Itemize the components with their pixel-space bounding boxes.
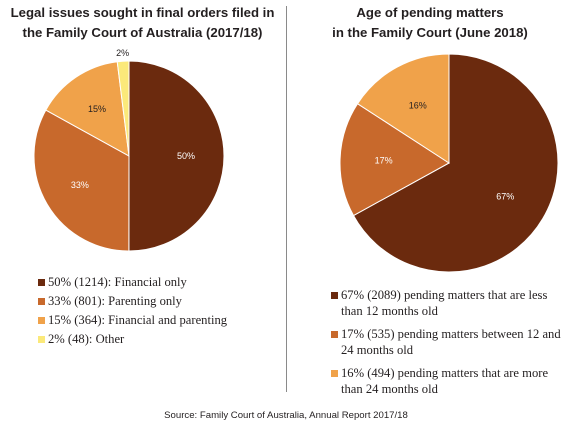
legend-item: 50% (1214): Financial only: [38, 274, 227, 293]
chart-panel-pending-matters: Age of pending matters in the Family Cou…: [288, 0, 572, 400]
legend-swatch: [331, 331, 338, 338]
pie-slice-label: 50%: [177, 151, 195, 161]
legend-item: 2% (48): Other: [38, 331, 227, 350]
legend-label: 67% (2089) pending matters that are less…: [341, 288, 548, 318]
pie-slice-1: [352, 53, 559, 273]
legend-swatch: [331, 370, 338, 377]
chart-title-line: the Family Court of Australia (2017/18): [22, 25, 263, 40]
legend-swatch: [38, 298, 45, 305]
legend-item: 15% (364): Financial and parenting: [38, 312, 227, 331]
pie-slice-1: [128, 60, 225, 252]
legend-item: 16% (494) pending matters that are more …: [331, 365, 566, 397]
pie-slice-label: 2%: [116, 48, 129, 58]
legend-swatch: [38, 279, 45, 286]
chart-legend: 50% (1214): Financial only 33% (801): Pa…: [38, 274, 227, 350]
pie-slice-2: [339, 103, 450, 217]
legend-swatch: [331, 292, 338, 299]
legend-label: 33% (801): Parenting only: [48, 294, 182, 308]
pie-chart-pending-matters: 67% 17% 16%: [339, 53, 559, 273]
chart-title: Legal issues sought in final orders file…: [0, 3, 285, 43]
legend-item: 17% (535) pending matters between 12 and…: [331, 326, 566, 358]
pie-slice-4: [116, 60, 130, 157]
pie-slice-label: 33%: [71, 180, 89, 190]
pie-slice-3: [356, 53, 450, 164]
legend-label: 16% (494) pending matters that are more …: [341, 366, 549, 396]
chart-title-line: in the Family Court (June 2018): [332, 25, 528, 40]
legend-label: 2% (48): Other: [48, 332, 125, 346]
panel-divider: [286, 6, 287, 392]
pie-slice-2: [33, 109, 130, 252]
chart-legend: 67% (2089) pending matters that are less…: [331, 287, 566, 404]
chart-title: Age of pending matters in the Family Cou…: [288, 3, 572, 43]
legend-label: 50% (1214): Financial only: [48, 275, 187, 289]
chart-panel-legal-issues: Legal issues sought in final orders file…: [0, 0, 285, 400]
chart-title-line: Legal issues sought in final orders file…: [10, 5, 275, 20]
pie-slice-label: 16%: [409, 101, 427, 111]
legend-swatch: [38, 317, 45, 324]
legend-label: 17% (535) pending matters between 12 and…: [341, 327, 561, 357]
pie-slice-label: 67%: [496, 191, 514, 201]
chart-title-line: Age of pending matters: [356, 5, 504, 20]
pie-slice-3: [45, 61, 130, 157]
pie-slice-label: 17%: [375, 156, 393, 166]
pie-chart-legal-issues: 50% 33% 15% 2%: [33, 48, 225, 252]
source-note: Source: Family Court of Australia, Annua…: [164, 410, 408, 421]
legend-label: 15% (364): Financial and parenting: [48, 313, 228, 327]
legend-item: 33% (801): Parenting only: [38, 293, 227, 312]
legend-swatch: [38, 336, 45, 343]
legend-item: 67% (2089) pending matters that are less…: [331, 287, 566, 319]
pie-slice-label: 15%: [88, 104, 106, 114]
